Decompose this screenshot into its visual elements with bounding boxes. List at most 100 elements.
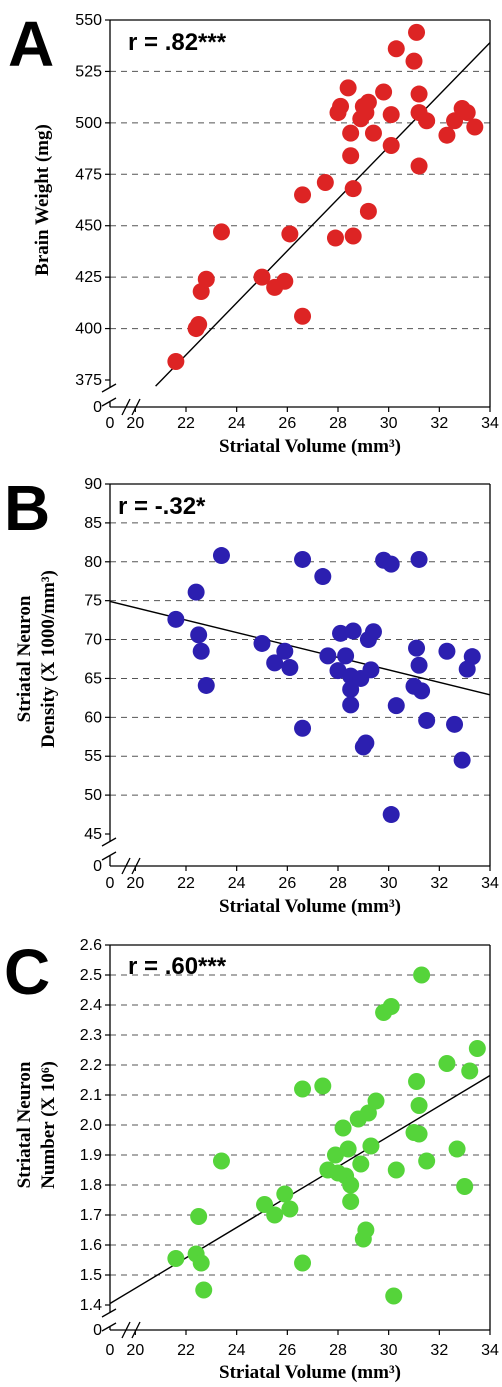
data-point	[266, 654, 284, 672]
data-point	[212, 223, 230, 241]
y-tick-label: 60	[84, 709, 102, 726]
data-point	[281, 659, 299, 677]
y-tick-label: 75	[84, 593, 102, 610]
data-point	[453, 751, 471, 769]
data-point	[339, 79, 357, 97]
x-tick-label: 20	[126, 415, 144, 432]
data-point	[342, 680, 360, 698]
data-point	[458, 104, 476, 122]
data-point	[342, 147, 360, 165]
x-axis-break-mark	[121, 857, 131, 875]
data-point	[408, 1073, 426, 1090]
data-point	[385, 1287, 403, 1305]
x-axis-break-mark	[121, 398, 131, 416]
x-tick-label: 30	[380, 1342, 398, 1359]
data-point	[276, 272, 294, 290]
data-point	[448, 1140, 466, 1158]
data-point	[342, 1193, 360, 1210]
panel-letter: C	[4, 936, 50, 1008]
data-point	[382, 806, 400, 824]
x-tick-label: 28	[329, 415, 347, 432]
data-point	[276, 642, 294, 660]
y-axis-break-mark	[101, 383, 117, 393]
data-point	[342, 696, 360, 714]
x-tick-label: 24	[228, 1342, 246, 1359]
data-point	[344, 180, 362, 198]
data-point	[190, 1208, 208, 1225]
data-point	[342, 1176, 360, 1194]
y-tick-label: 90	[84, 476, 102, 493]
data-point	[316, 174, 334, 192]
data-point	[375, 83, 393, 101]
panel-letter: B	[4, 472, 50, 544]
data-point	[364, 623, 382, 641]
data-point	[446, 715, 464, 733]
y-tick-label: 1.7	[80, 1207, 102, 1224]
y-axis-label: Density (X 1000/mm³)	[38, 570, 59, 748]
x-axis-label: Striatal Volume (mm³)	[219, 436, 401, 457]
data-point	[195, 1281, 213, 1299]
data-point	[387, 1161, 405, 1179]
panel-a: A 0 375 400 425 450 475 500 525 550 0 20 22 24 26 28 30 3…	[8, 8, 499, 457]
y-tick-label: 2.3	[80, 1027, 102, 1044]
x-tick-label: 28	[329, 875, 347, 892]
data-point	[187, 583, 205, 601]
y-tick-label: 2.5	[80, 967, 102, 984]
data-point	[352, 1155, 370, 1173]
data-point	[167, 610, 185, 628]
data-point	[382, 136, 400, 154]
data-point	[387, 697, 405, 715]
data-point	[382, 106, 400, 124]
data-point	[342, 124, 360, 142]
data-point	[382, 998, 400, 1015]
data-point	[418, 711, 436, 729]
x-tick-label: 26	[278, 875, 296, 892]
data-point	[332, 624, 350, 642]
y-axis-break-mark	[101, 1322, 117, 1332]
y-tick-label: 525	[75, 63, 102, 80]
data-point	[418, 112, 436, 130]
data-point	[326, 1146, 344, 1164]
data-point	[410, 85, 428, 103]
data-point	[294, 307, 312, 325]
correlation-annotation: r = -.32*	[118, 493, 206, 520]
y-axis-break-mark	[101, 397, 117, 407]
data-point	[344, 622, 362, 640]
data-point	[359, 202, 377, 220]
y-tick-label: 1.4	[80, 1297, 102, 1314]
y-tick-label: 65	[84, 670, 102, 687]
x-tick-label: 0	[106, 875, 115, 892]
correlation-annotation: r = .60***	[128, 953, 227, 980]
data-point	[314, 1077, 332, 1095]
data-point	[362, 1137, 380, 1155]
correlation-annotation: r = .82***	[128, 29, 227, 56]
data-point	[362, 661, 380, 679]
data-point	[468, 1040, 486, 1057]
data-point	[326, 229, 344, 247]
y-tick-label: 2.6	[80, 937, 102, 954]
x-tick-label: 34	[481, 415, 499, 432]
y-tick-label: 500	[75, 115, 102, 132]
data-point	[197, 676, 215, 694]
data-point	[405, 52, 423, 70]
data-point	[408, 639, 426, 657]
data-point	[192, 1254, 210, 1272]
y-tick-label: 475	[75, 166, 102, 183]
data-point	[167, 352, 185, 370]
data-point	[461, 1062, 479, 1080]
data-point	[410, 157, 428, 175]
data-point	[357, 734, 375, 752]
panel-c: C 0 1.4 1.5 1.6 1.7 1.8 1.9 2.0 2.1 2.2 2.3 2.4 2.5 2.…	[4, 936, 499, 1383]
x-tick-label: 26	[278, 1342, 296, 1359]
data-point	[314, 568, 332, 586]
data-point	[281, 1200, 299, 1218]
x-tick-label: 34	[481, 1342, 499, 1359]
data-point	[413, 682, 431, 700]
data-point	[344, 227, 362, 245]
data-point	[212, 547, 230, 565]
y-axis-label: Number (X 10⁶)	[38, 1061, 59, 1189]
x-tick-label: 34	[481, 875, 499, 892]
x-axis-break-mark	[121, 1321, 131, 1339]
data-point	[332, 97, 350, 115]
data-point	[253, 634, 271, 652]
